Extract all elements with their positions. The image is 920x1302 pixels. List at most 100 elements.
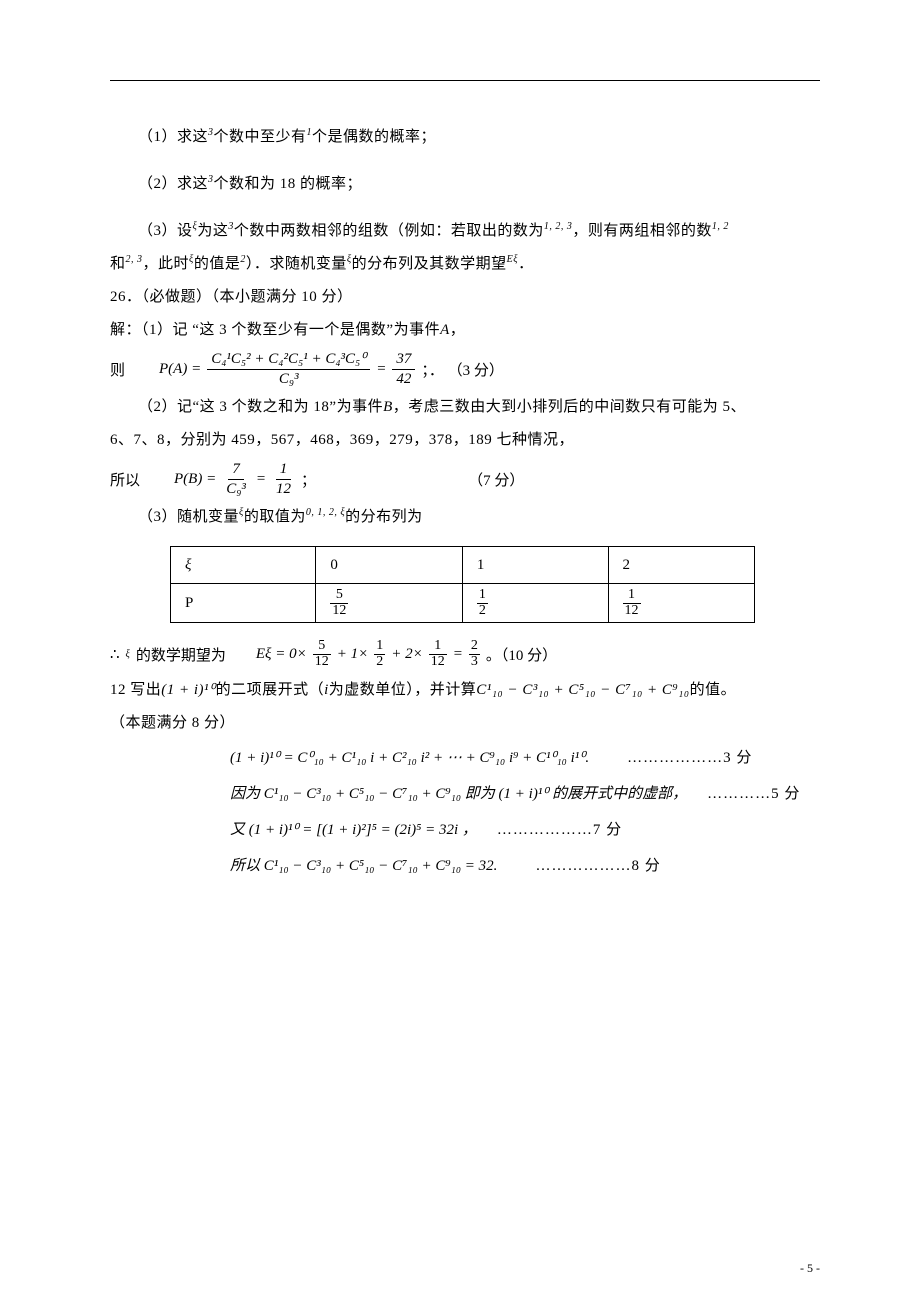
denominator: 42: [392, 370, 415, 388]
solution-row: 又 (1 + i)¹⁰ = [(1 + i)²]⁵ = (2i)⁵ = 32i …: [230, 812, 820, 848]
text: ，此时: [143, 256, 190, 272]
p26-s2b: 6、7、8，分别为 459，567，468，369，279，378，189 七种…: [110, 424, 820, 457]
numerator: 2: [469, 639, 480, 655]
denominator: C₉³: [275, 370, 303, 388]
table-row: P 512 12 112: [171, 584, 755, 623]
text: （1）求这: [138, 129, 208, 145]
page: （1）求这 3 个数中至少有 1 个是偶数的概率； （2）求这3个数和为 18 的概率；…: [0, 0, 920, 1302]
frac: C₄¹C₅² + C₄²C₅¹ + C₄³C₅⁰ C₉³: [207, 351, 370, 387]
text: ，考虑三数由大到小排列后的中间数只有可能为 5、: [393, 399, 746, 415]
text: 的值是: [194, 256, 241, 272]
q12-stem: 12 写出(1 + i)¹⁰的二项展开式（i为虚数单位），并计算C¹₁₀ − C…: [110, 674, 820, 707]
pair: 2, 3: [126, 254, 143, 265]
p-b-equation: 所以 P(B) = 7 C₉³ = 1 12 ； （7 分）: [110, 457, 820, 501]
p-a-equation: 则 P(A) = C₄¹C₅² + C₄²C₅¹ + C₄³C₅⁰ C₉³ = …: [110, 347, 820, 391]
q12-score: （本题满分 8 分）: [110, 707, 820, 740]
numerator: 37: [392, 351, 415, 370]
expr: 所以 C¹₁₀ − C³₁₀ + C⁵₁₀ − C⁷₁₀ + C⁹₁₀ = 32…: [230, 848, 497, 884]
frac: 12: [374, 639, 385, 669]
cell: P: [185, 595, 193, 611]
expr: 因为 C¹₁₀ − C³₁₀ + C⁵₁₀ − C⁷₁₀ + C⁹₁₀ 即为 (…: [230, 776, 687, 812]
numerator: 1: [374, 639, 385, 655]
eq: =: [256, 471, 266, 488]
text: 的数学期望为: [136, 644, 226, 665]
therefore: ∴: [110, 645, 120, 664]
score: （7 分）: [468, 469, 524, 490]
xi: ξ: [126, 649, 130, 660]
q12-solution: (1 + i)¹⁰ = C⁰₁₀ + C¹₁₀ i + C²₁₀ i² + ⋯ …: [110, 740, 820, 884]
q-part-2: （2）求这3个数和为 18 的概率；: [110, 168, 820, 201]
distribution-table: ξ 0 1 2 P 512 12 112: [170, 546, 755, 623]
text: ．: [518, 256, 534, 272]
table-row: ξ 0 1 2: [171, 547, 755, 584]
lhs: P(A) =: [159, 361, 201, 378]
text: 则: [110, 359, 125, 380]
solution-row: 因为 C¹₁₀ − C³₁₀ + C⁵₁₀ − C⁷₁₀ + C⁹₁₀ 即为 (…: [230, 776, 820, 812]
expr: (1 + i)¹⁰: [161, 682, 215, 698]
score: ………………8 分: [535, 848, 660, 884]
text: 为虚数单位），并计算: [329, 682, 477, 698]
tail: ；． （3 分）: [421, 359, 504, 380]
frac: 7 C₉³: [222, 461, 250, 497]
text: 个数中至少有: [214, 129, 307, 145]
text: 所以: [110, 469, 140, 490]
solution-row: (1 + i)¹⁰ = C⁰₁₀ + C¹₁₀ i + C²₁₀ i² + ⋯ …: [230, 740, 820, 776]
eq: =: [453, 646, 463, 663]
sum: C¹₁₀ − C³₁₀ + C⁵₁₀ − C⁷₁₀ + C⁹₁₀: [476, 682, 689, 698]
text: 为这: [197, 223, 228, 239]
op: + 2×: [391, 646, 423, 663]
lhs: Eξ = 0×: [256, 646, 307, 663]
expectation: ∴ξ的数学期望为 Eξ = 0× 512 + 1× 12 + 2× 112 = …: [110, 635, 820, 673]
numerator: 7: [228, 461, 244, 480]
text: ）．求随机变量: [246, 256, 347, 272]
denominator: 12: [272, 480, 295, 498]
e-xi: Eξ: [507, 254, 518, 265]
event-a: A: [440, 322, 450, 338]
frac: 512: [330, 588, 348, 618]
top-rule: [110, 80, 820, 81]
denominator: 2: [374, 655, 385, 670]
frac: 1 12: [272, 461, 295, 497]
numerator: 1: [477, 588, 488, 604]
nums: 1, 2, 3: [544, 221, 573, 232]
frac: 112: [429, 639, 447, 669]
cell: ξ: [185, 557, 191, 573]
numerator: C₄¹C₅² + C₄²C₅¹ + C₄³C₅⁰: [207, 351, 370, 370]
page-number: - 5 -: [800, 1261, 820, 1276]
text: 的分布列为: [345, 509, 423, 525]
numerator: 1: [276, 461, 292, 480]
text: ，: [450, 322, 466, 338]
text: 12 写出: [110, 682, 161, 698]
denominator: 3: [469, 655, 480, 670]
p26-s1: 解：（1）记 “这 3 个数至少有一个是偶数”为事件A，: [110, 314, 820, 347]
frac: 12: [477, 588, 488, 618]
numerator: 1: [623, 588, 641, 604]
text: 的二项展开式（: [216, 682, 325, 698]
text: （2）求这: [138, 176, 208, 192]
numerator: 5: [330, 588, 348, 604]
op: + 1×: [337, 646, 369, 663]
score: ………………3 分: [627, 740, 752, 776]
text: 的值。: [690, 682, 737, 698]
frac: 112: [623, 588, 641, 618]
score: ………………7 分: [497, 812, 622, 848]
text: 个是偶数的概率；: [312, 129, 436, 145]
frac: 37 42: [392, 351, 415, 387]
q-part-3b: 和2, 3，此时ξ的值是2）．求随机变量ξ的分布列及其数学期望Eξ．: [110, 248, 820, 281]
text: （3）随机变量: [138, 509, 239, 525]
score: …………5 分: [707, 776, 800, 812]
expr: (1 + i)¹⁰ = C⁰₁₀ + C¹₁₀ i + C²₁₀ i² + ⋯ …: [230, 740, 589, 776]
text: 个数中两数相邻的组数（例如：若取出的数为: [234, 223, 544, 239]
denominator: 12: [313, 655, 331, 670]
event-b: B: [383, 399, 393, 415]
p26-s2a: （2）记“这 3 个数之和为 18”为事件B，考虑三数由大到小排列后的中间数只有…: [110, 391, 820, 424]
cell: 0: [330, 557, 338, 573]
text: （2）记“这 3 个数之和为 18”为事件: [138, 399, 383, 415]
numerator: 5: [313, 639, 331, 655]
denominator: 12: [330, 604, 348, 619]
denominator: C₉³: [222, 480, 250, 498]
solution-row: 所以 C¹₁₀ − C³₁₀ + C⁵₁₀ − C⁷₁₀ + C⁹₁₀ = 32…: [230, 848, 820, 884]
numerator: 1: [429, 639, 447, 655]
p26-s3: （3）随机变量ξ的取值为0, 1, 2, ξ的分布列为: [110, 501, 820, 534]
p26-title: 26．（必做题）（本小题满分 10 分）: [110, 281, 820, 314]
